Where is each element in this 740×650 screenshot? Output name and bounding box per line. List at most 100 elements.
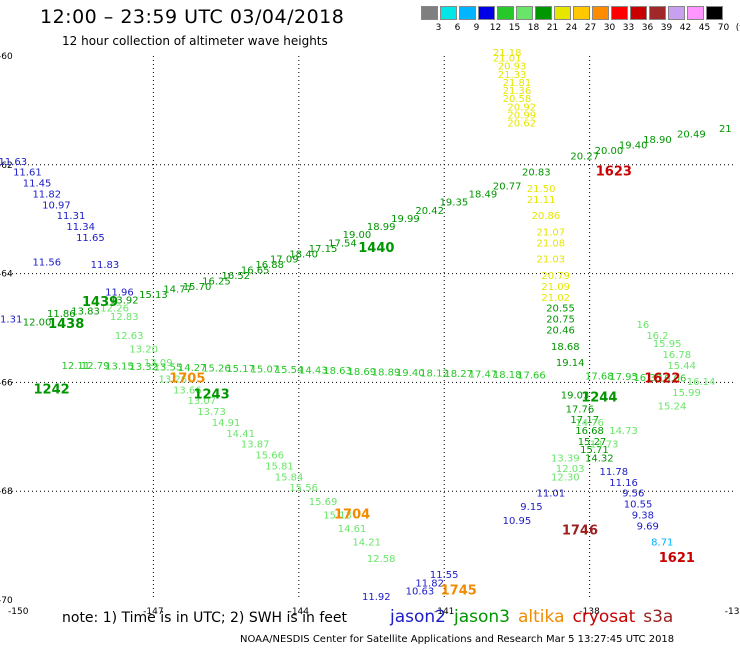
wave-height-point: 19.40 — [619, 140, 648, 151]
pass-label: 1746 — [562, 524, 598, 539]
wave-height-point: 11.31 — [0, 315, 22, 326]
wave-height-point: 21.01 — [493, 53, 522, 64]
wave-height-point: 18.99 — [367, 222, 396, 233]
legend-label: 18 — [527, 23, 540, 33]
wave-height-point: 21.11 — [527, 195, 556, 206]
wave-height-point: 15.54 — [275, 365, 304, 376]
wave-height-point: 11.34 — [66, 222, 95, 233]
pass-label: 1438 — [48, 317, 84, 332]
wave-height-point: 14.43 — [299, 366, 328, 377]
legend-swatch — [611, 6, 628, 20]
legend-label: 33 — [622, 23, 635, 33]
wave-height-point: 18.18 — [493, 370, 522, 381]
wave-height-point: 17.54 — [328, 238, 357, 249]
wave-height-point: 12.83 — [110, 312, 139, 323]
wave-height-point: 17.66 — [517, 371, 546, 382]
pass-label: 1244 — [581, 390, 617, 405]
lon-tick-label: -150 — [8, 607, 29, 617]
wave-height-point: 13.07 — [188, 396, 217, 407]
wave-height-point: 14.77 — [163, 285, 192, 296]
lon-tick-label: -141 — [434, 607, 454, 617]
wave-height-points: 2120.4918.9019.4020.0020.2720.8320.7718.… — [0, 48, 732, 603]
wave-height-point: 10.97 — [42, 200, 71, 211]
wave-height-point: 14.32 — [585, 453, 614, 464]
wave-height-point: 15.24 — [658, 402, 687, 413]
wave-height-point: 13.83 — [71, 306, 100, 317]
wave-height-point: 14.91 — [212, 418, 241, 429]
satellite-legend: jason2 jason3 altika cryosat s3a — [390, 607, 681, 627]
wave-height-point: 19.99 — [391, 214, 420, 225]
wave-height-point: 11.92 — [362, 592, 391, 603]
legend-label: (ft) — [735, 23, 740, 33]
wave-height-point: 20.86 — [532, 211, 561, 222]
wave-height-point: 12.00 — [23, 317, 52, 328]
wave-height-point: 19.35 — [440, 198, 469, 209]
lat-tick-label: -70 — [0, 596, 13, 606]
wave-height-point: 13.20 — [129, 344, 158, 355]
wave-height-point: 19.03 — [561, 391, 590, 402]
wave-height-point: 12.30 — [551, 472, 580, 483]
satellite-s3a: s3a — [643, 607, 674, 627]
wave-height-point: 14.41 — [226, 429, 255, 440]
wave-height-point: 15.99 — [672, 388, 701, 399]
wave-height-point: 20.42 — [415, 206, 444, 217]
legend-label: 36 — [641, 23, 654, 33]
lat-tick-label: -62 — [0, 161, 13, 171]
wave-height-point: 20.93 — [498, 62, 527, 73]
legend-label: 30 — [603, 23, 616, 33]
wave-height-point: 14.27 — [178, 363, 207, 374]
wave-height-point: 11.65 — [76, 233, 105, 244]
wave-height-point: 13.32 — [129, 362, 158, 373]
wave-height-point: 14.21 — [352, 538, 381, 549]
wave-height-point: 21.03 — [537, 255, 566, 266]
lon-tick-label: -147 — [143, 607, 163, 617]
wave-height-point: 16.25 — [202, 276, 231, 287]
wave-height-point: 11.01 — [537, 489, 566, 500]
wave-height-point: 14.76 — [575, 418, 604, 429]
lon-tick-label: -144 — [289, 607, 310, 617]
lat-tick-label: -64 — [0, 270, 13, 280]
wave-height-point: 12.11 — [62, 361, 91, 372]
wave-height-point: 16.68 — [575, 426, 604, 437]
wave-height-point: 15.17 — [226, 364, 255, 375]
wave-height-point: 18.89 — [372, 367, 401, 378]
satellite-jason3: jason3 — [454, 607, 510, 627]
wave-height-point: 16.35 — [633, 373, 662, 384]
wave-height-point: 17.15 — [309, 244, 338, 255]
legend-swatch — [649, 6, 666, 20]
wave-height-point: 16.2 — [646, 331, 668, 342]
wave-height-point: 11.82 — [32, 189, 61, 200]
legend-swatch — [421, 6, 438, 20]
wave-height-point: 11.45 — [23, 179, 52, 190]
wave-height-point: 10.63 — [406, 587, 435, 598]
wave-height-point: 15.13 — [139, 290, 168, 301]
wave-height-point: 13.73 — [197, 407, 226, 418]
credit-line: NOAA/NESDIS Center for Satellite Applica… — [240, 634, 675, 645]
wave-height-point: 18.27 — [444, 369, 473, 380]
satellite-cryosat: cryosat — [572, 607, 636, 627]
wave-height-point: 20.92 — [507, 102, 536, 113]
wave-height-point: 13.87 — [241, 440, 270, 451]
legend-swatch — [440, 6, 457, 20]
wave-height-point: 20.99 — [507, 111, 536, 122]
wave-height-point: 11.61 — [13, 168, 42, 179]
wave-height-point: 11.56 — [32, 257, 61, 268]
page-title: 12:00 – 23:59 UTC 03/04/2018 — [40, 6, 345, 28]
wave-height-point: 9.56 — [622, 489, 644, 500]
wave-height-point: 11.78 — [600, 467, 629, 478]
legend-label: 24 — [565, 23, 578, 33]
wave-height-point: 15.13 — [323, 510, 352, 521]
legend-swatch — [459, 6, 476, 20]
legend-swatch — [687, 6, 704, 20]
wave-height-point: 12.58 — [367, 554, 396, 565]
pass-label: 1704 — [334, 507, 370, 522]
wave-height-point: 20.79 — [541, 271, 570, 282]
wave-height-point: 21 — [719, 124, 732, 135]
pass-label: 1622 — [644, 371, 680, 386]
wave-height-point: 17.09 — [270, 255, 299, 266]
wave-height-point: 15.56 — [289, 483, 318, 494]
wave-height-point: 21.50 — [527, 184, 556, 195]
wave-height-point: 15.44 — [667, 361, 696, 372]
pass-label: 1440 — [358, 241, 394, 256]
